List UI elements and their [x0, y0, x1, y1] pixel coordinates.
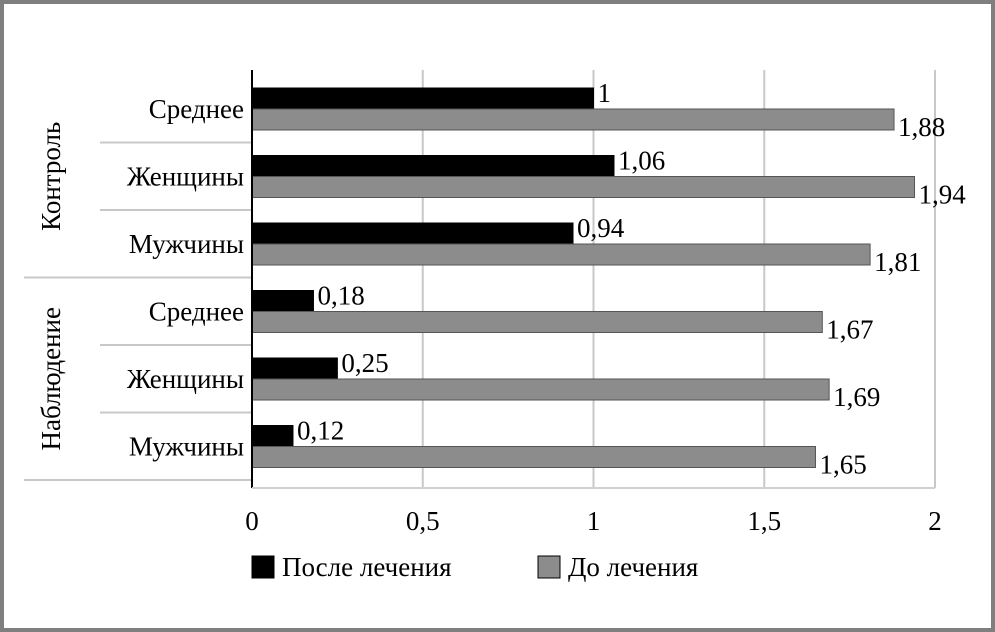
data-label: 1,06 [618, 146, 665, 176]
category-label: Женщины [127, 161, 244, 191]
x-tick-label: 2 [928, 506, 942, 536]
category-label: Среднее [149, 296, 244, 326]
x-tick-label: 1 [587, 506, 601, 536]
data-label: 0,12 [297, 416, 344, 446]
data-label: 0,94 [577, 213, 625, 243]
data-label: 1,67 [826, 315, 873, 345]
data-label: 1 [598, 78, 612, 108]
bar-after-treatment [251, 290, 314, 312]
group-label: Наблюдение [36, 307, 66, 450]
category-label: Женщины [127, 364, 244, 394]
x-tick-label: 0,5 [406, 506, 440, 536]
data-label: 1,65 [819, 450, 866, 480]
data-label: 0,18 [317, 281, 364, 311]
bar-after-treatment [251, 357, 338, 380]
group-label: Контроль [36, 122, 66, 231]
bar-before-treatment [251, 176, 916, 198]
data-label: 1,94 [919, 180, 967, 210]
bar-after-treatment [251, 425, 294, 447]
bar-before-treatment [251, 108, 895, 131]
data-label: 1,88 [898, 112, 945, 142]
legend-label: До лечения [568, 552, 698, 582]
data-label: 0,25 [341, 348, 388, 378]
category-label: Среднее [149, 94, 244, 124]
bar-after-treatment [251, 222, 574, 245]
data-label: 1,81 [874, 247, 921, 277]
bar-before-treatment [251, 378, 830, 401]
bar-before-treatment [251, 311, 823, 333]
bar-after-treatment [251, 87, 594, 110]
bar-before-treatment [251, 243, 871, 266]
category-label: Мужчины [129, 229, 244, 259]
legend-swatch [251, 555, 275, 579]
bar-after-treatment [251, 155, 615, 177]
legend-label: После лечения [282, 552, 452, 582]
category-label: Мужчины [129, 431, 244, 461]
x-tick-label: 1,5 [747, 506, 781, 536]
x-tick-label: 0 [245, 506, 259, 536]
bar-before-treatment [251, 446, 816, 468]
data-label: 1,69 [833, 382, 880, 412]
legend-swatch [537, 555, 561, 579]
